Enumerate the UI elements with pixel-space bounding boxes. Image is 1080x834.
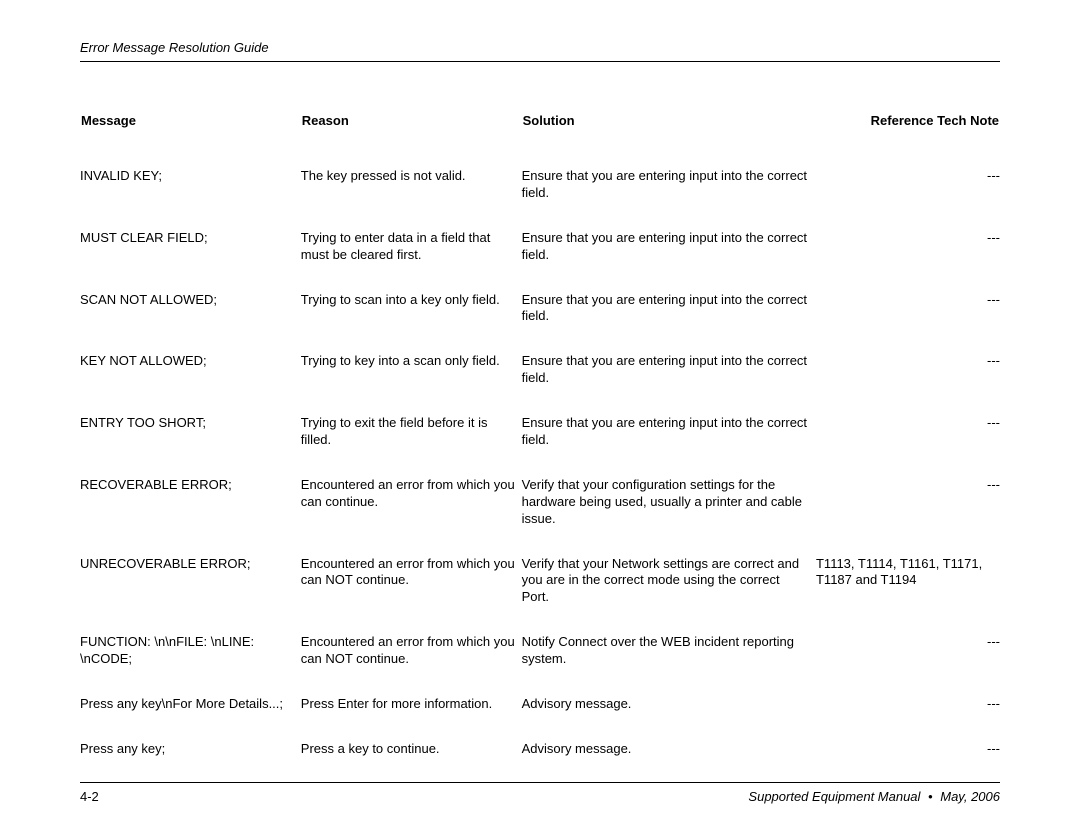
table-row: FUNCTION: \n\nFILE: \nLINE: \nCODE; Enco… (80, 634, 1000, 696)
table-row: KEY NOT ALLOWED; Trying to key into a sc… (80, 353, 1000, 415)
col-reference: Reference Tech Note (816, 112, 1000, 168)
cell-message: RECOVERABLE ERROR; (80, 477, 301, 556)
cell-solution: Advisory message. (522, 696, 816, 741)
table-row: Press any key\nFor More Details...; Pres… (80, 696, 1000, 741)
cell-reason: Trying to exit the field before it is fi… (301, 415, 522, 477)
table-row: UNRECOVERABLE ERROR; Encountered an erro… (80, 556, 1000, 635)
cell-ref: --- (816, 230, 1000, 292)
cell-ref: T1113, T1114, T1161, T1171, T1187 and T1… (816, 556, 1000, 635)
cell-message: INVALID KEY; (80, 168, 301, 230)
cell-reason: Trying to scan into a key only field. (301, 292, 522, 354)
cell-message: Press any key; (80, 741, 301, 786)
cell-reason: The key pressed is not valid. (301, 168, 522, 230)
header-title: Error Message Resolution Guide (80, 40, 269, 55)
cell-message: UNRECOVERABLE ERROR; (80, 556, 301, 635)
bullet-separator: • (924, 789, 937, 804)
cell-ref: --- (816, 741, 1000, 786)
cell-ref: --- (816, 634, 1000, 696)
cell-ref: --- (816, 477, 1000, 556)
table-row: INVALID KEY; The key pressed is not vali… (80, 168, 1000, 230)
cell-solution: Ensure that you are entering input into … (522, 230, 816, 292)
document-page: Error Message Resolution Guide Message R… (0, 0, 1080, 834)
cell-message: FUNCTION: \n\nFILE: \nLINE: \nCODE; (80, 634, 301, 696)
col-reason: Reason (301, 112, 522, 168)
page-footer: 4-2 Supported Equipment Manual • May, 20… (80, 782, 1000, 804)
footer-right: Supported Equipment Manual • May, 2006 (748, 789, 1000, 804)
cell-message: KEY NOT ALLOWED; (80, 353, 301, 415)
cell-ref: --- (816, 696, 1000, 741)
error-resolution-table: Message Reason Solution Reference Tech N… (80, 112, 1000, 786)
col-solution: Solution (522, 112, 816, 168)
cell-solution: Ensure that you are entering input into … (522, 292, 816, 354)
footer-manual: Supported Equipment Manual (748, 789, 920, 804)
cell-ref: --- (816, 168, 1000, 230)
table-row: RECOVERABLE ERROR; Encountered an error … (80, 477, 1000, 556)
cell-message: Press any key\nFor More Details...; (80, 696, 301, 741)
cell-message: ENTRY TOO SHORT; (80, 415, 301, 477)
footer-page-number: 4-2 (80, 789, 99, 804)
cell-solution: Verify that your Network settings are co… (522, 556, 816, 635)
cell-ref: --- (816, 415, 1000, 477)
cell-solution: Advisory message. (522, 741, 816, 786)
cell-ref: --- (816, 353, 1000, 415)
footer-date: May, 2006 (940, 789, 1000, 804)
cell-solution: Ensure that you are entering input into … (522, 415, 816, 477)
table-row: SCAN NOT ALLOWED; Trying to scan into a … (80, 292, 1000, 354)
cell-solution: Verify that your configuration settings … (522, 477, 816, 556)
cell-reason: Trying to key into a scan only field. (301, 353, 522, 415)
cell-ref: --- (816, 292, 1000, 354)
cell-message: MUST CLEAR FIELD; (80, 230, 301, 292)
cell-reason: Encountered an error from which you can … (301, 634, 522, 696)
cell-reason: Trying to enter data in a field that mus… (301, 230, 522, 292)
cell-solution: Notify Connect over the WEB incident rep… (522, 634, 816, 696)
table-row: ENTRY TOO SHORT; Trying to exit the fiel… (80, 415, 1000, 477)
cell-reason: Press Enter for more information. (301, 696, 522, 741)
error-table-container: Message Reason Solution Reference Tech N… (80, 112, 1000, 786)
cell-reason: Press a key to continue. (301, 741, 522, 786)
cell-message: SCAN NOT ALLOWED; (80, 292, 301, 354)
col-message: Message (80, 112, 301, 168)
cell-solution: Ensure that you are entering input into … (522, 353, 816, 415)
cell-reason: Encountered an error from which you can … (301, 477, 522, 556)
table-header-row: Message Reason Solution Reference Tech N… (80, 112, 1000, 168)
cell-reason: Encountered an error from which you can … (301, 556, 522, 635)
page-header: Error Message Resolution Guide (80, 40, 1000, 62)
cell-solution: Ensure that you are entering input into … (522, 168, 816, 230)
table-body: INVALID KEY; The key pressed is not vali… (80, 168, 1000, 786)
table-row: MUST CLEAR FIELD; Trying to enter data i… (80, 230, 1000, 292)
table-row: Press any key; Press a key to continue. … (80, 741, 1000, 786)
